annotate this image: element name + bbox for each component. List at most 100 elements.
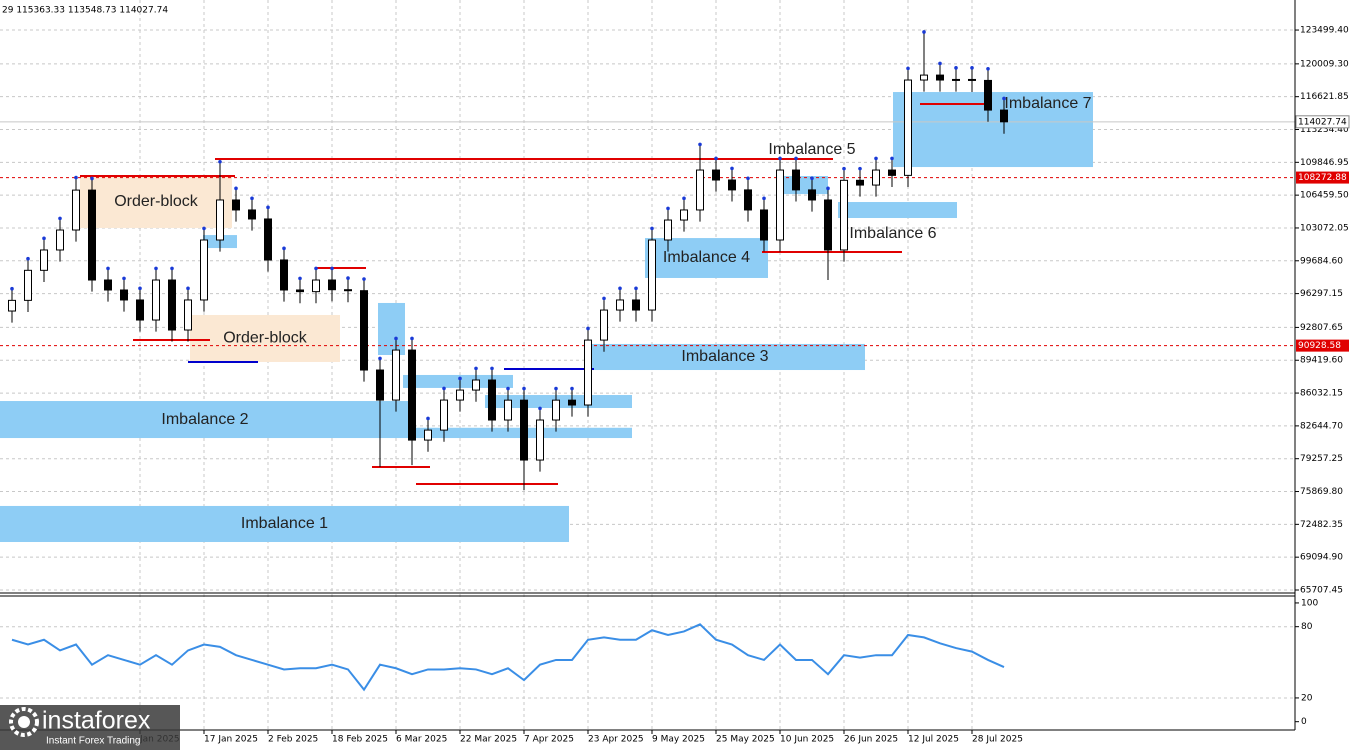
y-tick-label: 123499.40 — [1300, 26, 1349, 36]
y-tick-label: 0 — [1301, 717, 1307, 727]
y-tick-label: 65707.45 — [1300, 585, 1343, 595]
x-tick-label: 18 Feb 2025 — [332, 735, 388, 745]
candle-body — [440, 399, 448, 431]
high-marker — [90, 176, 94, 181]
high-marker — [442, 386, 446, 391]
price-tag — [1295, 115, 1350, 129]
high-marker — [378, 356, 382, 361]
candle-body — [840, 179, 848, 251]
zone-label: Order-block — [223, 330, 308, 347]
y-tick-label: 120009.30 — [1300, 59, 1349, 69]
x-tick-label: 17 Jan 2025 — [204, 735, 258, 745]
zone-label: Imbalance 7 — [1004, 95, 1091, 112]
candle-body — [216, 199, 224, 241]
high-marker — [74, 175, 78, 180]
candle-body — [600, 309, 608, 341]
y-tick-label: 109846.95 — [1300, 158, 1349, 168]
price-tag — [1296, 171, 1349, 184]
y-tick-label: 82644.70 — [1300, 421, 1343, 431]
zone-label: Imbalance 4 — [663, 249, 750, 266]
high-marker — [586, 326, 590, 331]
candle-body — [984, 79, 992, 111]
high-marker — [10, 286, 14, 291]
candle-body — [184, 299, 192, 331]
candle-body — [808, 189, 816, 201]
zone — [0, 505, 569, 543]
candle-body — [584, 339, 592, 406]
x-tick-label: 22 Mar 2025 — [460, 735, 517, 745]
high-marker — [682, 196, 686, 201]
candle-body — [696, 169, 704, 211]
x-tick-label: 23 Apr 2025 — [588, 735, 644, 745]
y-tick-label: 86032.15 — [1300, 389, 1343, 399]
candle-body — [664, 219, 672, 241]
candle-body — [312, 279, 320, 293]
zone — [378, 302, 405, 356]
candle-body — [904, 79, 912, 176]
y-tick-label: 103072.05 — [1300, 223, 1349, 233]
y-tick-label: 89419.60 — [1300, 356, 1343, 366]
high-marker — [634, 286, 638, 291]
candle-body — [920, 74, 928, 81]
high-marker — [250, 196, 254, 201]
high-marker — [106, 266, 110, 271]
high-marker — [826, 186, 830, 191]
zone-label: Imbalance 1 — [241, 515, 328, 532]
high-marker — [650, 226, 654, 231]
y-tick-label: 99684.60 — [1300, 256, 1343, 266]
x-tick-label: 26 Jun 2025 — [844, 735, 898, 745]
candle-body — [408, 349, 416, 441]
high-marker — [666, 206, 670, 211]
candle-body — [1000, 109, 1008, 123]
candle-body — [152, 279, 160, 321]
x-tick-label: 25 May 2025 — [716, 735, 775, 745]
high-marker — [698, 142, 702, 147]
rsi-line — [11, 623, 1005, 692]
high-marker — [778, 156, 782, 161]
high-marker — [938, 61, 942, 66]
zone-label: Imbalance 5 — [768, 141, 855, 158]
y-tick-label: 20 — [1301, 693, 1313, 703]
candle-body — [648, 239, 656, 311]
candle-body — [56, 229, 64, 251]
high-marker — [122, 276, 126, 281]
price-tag-label: 108272.88 — [1298, 173, 1347, 183]
y-tick-label: 116621.85 — [1300, 92, 1349, 102]
candle-body — [760, 209, 768, 241]
zone — [190, 314, 340, 362]
candle-body — [616, 299, 624, 311]
candle-body — [376, 369, 384, 401]
high-marker — [330, 266, 334, 271]
x-tick-label: 7 Apr 2025 — [524, 735, 574, 745]
candle-body — [296, 289, 304, 293]
high-marker — [138, 286, 142, 291]
candle-body — [712, 169, 720, 181]
candle-body — [568, 399, 576, 406]
high-marker — [538, 406, 542, 411]
high-marker — [362, 277, 366, 281]
candle-body — [328, 279, 336, 291]
high-marker — [618, 286, 622, 291]
candle-body — [88, 189, 96, 281]
candle-body — [360, 290, 368, 371]
high-marker — [346, 276, 350, 280]
candle-body — [168, 279, 176, 331]
high-marker — [602, 296, 606, 301]
candle-body — [936, 74, 944, 81]
y-tick-label: 96297.15 — [1300, 289, 1343, 299]
high-marker — [522, 386, 526, 391]
high-marker — [458, 376, 462, 381]
candle-body — [136, 299, 144, 321]
candle-body — [232, 199, 240, 211]
y-tick-label: 106459.50 — [1300, 191, 1349, 201]
logo-tagline: Instant Forex Trading — [46, 736, 141, 747]
high-marker — [58, 216, 62, 221]
y-tick-label: 92807.65 — [1300, 323, 1343, 333]
high-marker — [186, 286, 190, 291]
candle-body — [824, 199, 832, 251]
y-tick-label: 100 — [1301, 598, 1318, 608]
price-tag-label: 90928.58 — [1298, 341, 1341, 351]
high-marker — [970, 66, 974, 70]
candle-body — [520, 399, 528, 461]
